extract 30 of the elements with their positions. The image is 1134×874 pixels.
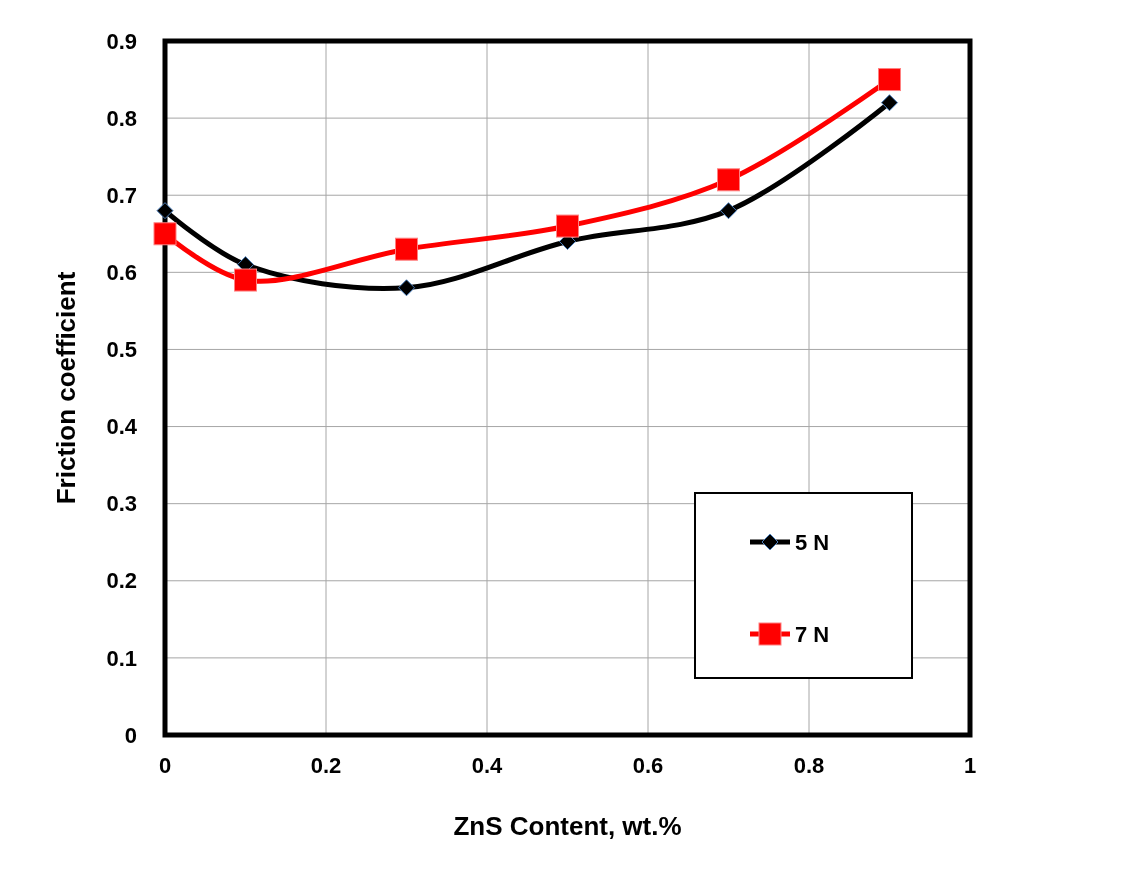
x-axis-title: ZnS Content, wt.%	[453, 811, 682, 841]
point	[720, 202, 737, 220]
y-tick-label: 0.3	[106, 491, 137, 517]
point	[881, 94, 898, 112]
y-tick-label: 0.2	[106, 568, 137, 594]
point	[556, 214, 579, 238]
legend-label: 5 N	[795, 529, 830, 555]
y-axis-title: Friction coefficient	[51, 271, 81, 505]
point	[398, 279, 415, 297]
x-tick-label: 1	[963, 753, 977, 778]
x-tick-label: 0.6	[632, 753, 664, 778]
y-tick-label: 0.6	[106, 260, 137, 286]
x-tick-label: 0.8	[793, 753, 825, 778]
point	[395, 237, 418, 261]
x-tick-label: 0	[158, 753, 172, 778]
y-tick-label: 0.7	[106, 182, 137, 208]
legend-label: 7 N	[795, 621, 830, 647]
point	[156, 202, 174, 220]
y-tick-label: 0.5	[106, 337, 137, 363]
y-tick-label: 0.1	[106, 645, 137, 671]
y-tick-label: 0	[124, 722, 137, 748]
point	[717, 168, 740, 192]
point	[234, 268, 257, 292]
y-tick-label: 0.8	[106, 105, 137, 131]
x-tick-label: 0.4	[471, 753, 504, 778]
y-tick-label: 0.4	[106, 414, 138, 440]
y-tick-label: 0.9	[106, 28, 137, 54]
point	[878, 68, 901, 92]
point	[153, 222, 177, 246]
x-tick-label: 0.2	[310, 753, 342, 778]
